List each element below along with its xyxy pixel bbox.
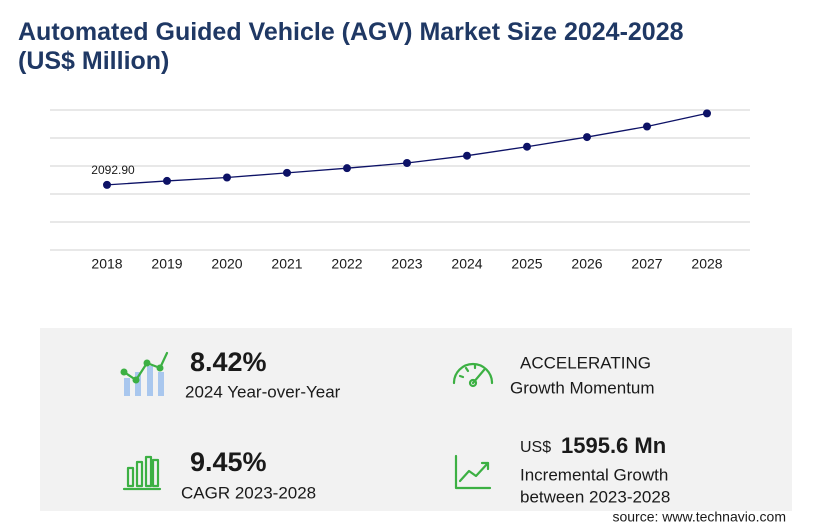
stat-label: between 2023-2028 xyxy=(520,487,670,506)
x-tick-label: 2026 xyxy=(571,256,602,272)
icon-trend xyxy=(454,454,492,490)
icon-bars xyxy=(122,455,162,491)
stat-value: 8.42% xyxy=(190,347,267,377)
stat-value: 9.45% xyxy=(190,447,267,477)
stat-value: 1595.6 Mn xyxy=(561,433,666,458)
point xyxy=(343,164,351,173)
data-label: 2092.90 xyxy=(91,163,135,177)
point xyxy=(283,168,291,177)
point xyxy=(643,122,651,131)
point xyxy=(103,180,111,189)
point xyxy=(403,159,411,168)
plot: 2018 2019 2020 2021 2022 2023 2024 2025 2026 2027… xyxy=(50,109,750,272)
point xyxy=(163,176,171,185)
x-tick-label: 2022 xyxy=(331,256,362,272)
x-tick-label: 2021 xyxy=(271,256,302,272)
point xyxy=(703,109,711,118)
icon-growth xyxy=(120,351,169,396)
line xyxy=(106,112,708,186)
x-tick-label: 2028 xyxy=(691,256,722,272)
stat-label: Growth Momentum xyxy=(510,378,655,397)
x-tick-label: 2027 xyxy=(631,256,662,272)
x-tick-label: 2018 xyxy=(91,256,122,272)
x-tick-label: 2024 xyxy=(451,256,482,272)
point xyxy=(223,173,231,182)
x-tick-label: 2025 xyxy=(511,256,542,272)
stat-label: CAGR 2023-2028 xyxy=(181,483,316,502)
point xyxy=(523,142,531,151)
point xyxy=(463,151,471,160)
icon-gauge xyxy=(452,362,494,388)
source: source: www.technavio.com xyxy=(612,509,786,525)
x-tick-label: 2020 xyxy=(211,256,242,272)
stat-label: Incremental Growth xyxy=(520,465,668,484)
chart-subtitle: (US$ Million) xyxy=(18,47,169,75)
chart-title: Automated Guided Vehicle (AGV) Market Si… xyxy=(18,18,684,46)
stat-prefix: US$ xyxy=(520,439,551,456)
stat-value: ACCELERATING xyxy=(520,353,651,372)
stat-label: 2024 Year-over-Year xyxy=(185,382,341,401)
x-tick-label: 2019 xyxy=(151,256,182,272)
x-tick-label: 2023 xyxy=(391,256,422,272)
point xyxy=(583,133,591,142)
